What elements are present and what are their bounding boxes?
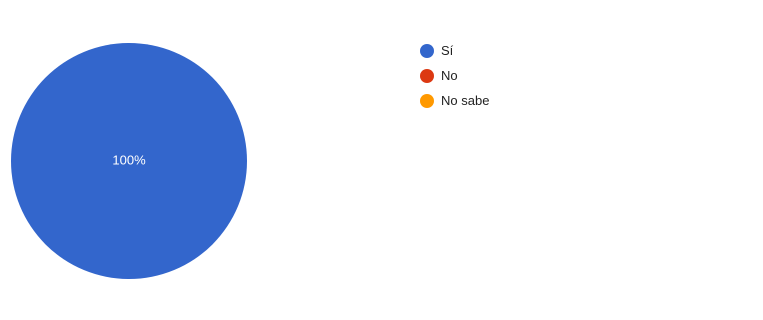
pie-slice xyxy=(11,43,247,279)
legend-label: Sí xyxy=(441,43,454,58)
legend-swatch-icon xyxy=(420,68,434,83)
legend-swatch-icon xyxy=(420,93,434,108)
legend-label: No xyxy=(441,68,458,83)
pie-plot-area: 100% xyxy=(11,43,247,279)
legend-item: Sí xyxy=(420,42,489,59)
legend-item: No sabe xyxy=(420,92,489,109)
legend-swatch-icon xyxy=(420,43,434,58)
pie-slice-label: 100% xyxy=(112,152,146,167)
legend: Sí No No sabe xyxy=(420,42,489,117)
legend-label: No sabe xyxy=(441,93,490,108)
legend-item: No xyxy=(420,67,489,84)
